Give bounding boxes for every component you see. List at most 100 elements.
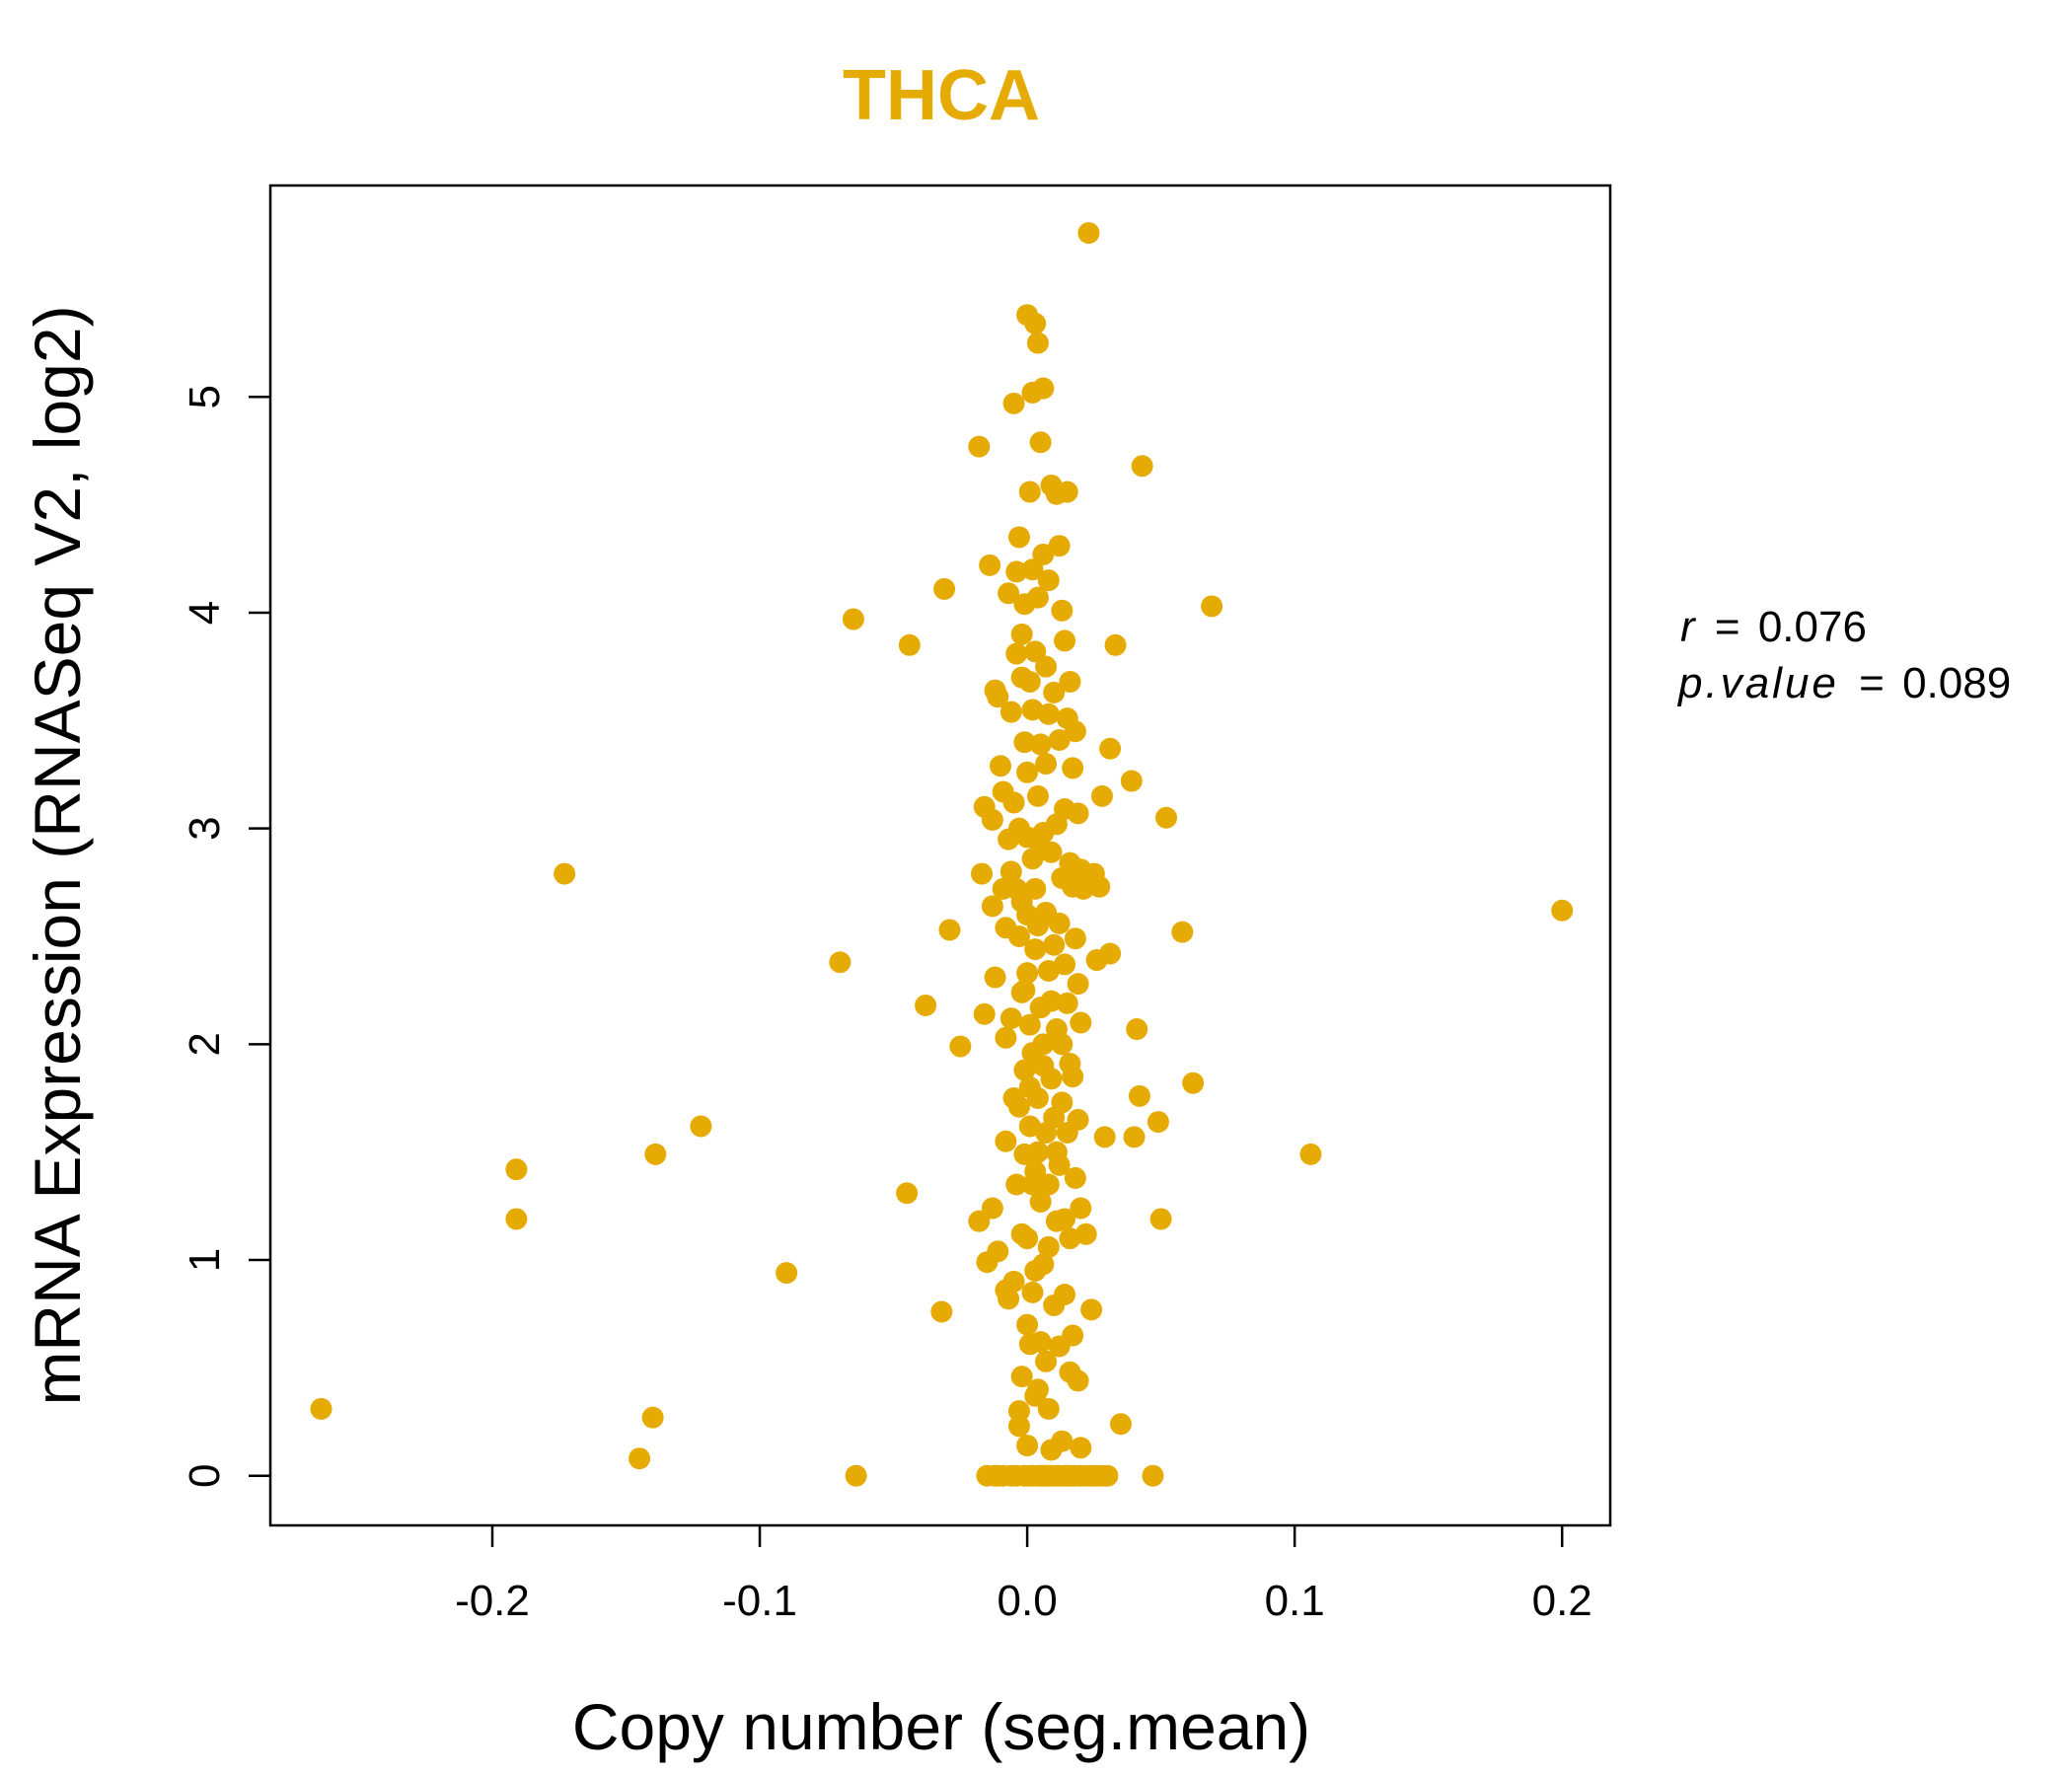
data-point xyxy=(1064,927,1086,950)
y-axis: 0 1 2 3 4 5 xyxy=(181,385,270,1488)
data-point xyxy=(776,1262,798,1285)
data-point xyxy=(1051,1033,1073,1056)
x-tick-label: 0.2 xyxy=(1532,1577,1592,1625)
data-point xyxy=(999,1464,1022,1487)
data-point xyxy=(1093,1126,1116,1148)
data-point xyxy=(1024,1259,1047,1282)
data-point xyxy=(1067,1369,1089,1392)
data-point xyxy=(933,577,956,600)
data-point xyxy=(1037,703,1060,725)
data-point xyxy=(1007,1095,1030,1118)
data-point xyxy=(1010,666,1033,689)
data-point xyxy=(896,1182,919,1205)
data-point xyxy=(1029,733,1052,756)
data-point xyxy=(1062,1066,1084,1088)
data-point xyxy=(310,1397,333,1420)
data-point xyxy=(1067,802,1089,825)
data-point xyxy=(1171,921,1194,943)
data-point xyxy=(1120,770,1143,792)
data-point xyxy=(1005,642,1028,665)
data-point xyxy=(505,1158,528,1181)
data-point xyxy=(1021,558,1044,581)
data-point xyxy=(984,966,1006,989)
data-point xyxy=(979,554,1001,576)
data-point xyxy=(629,1447,651,1470)
svg-text:p.value = 0.089: p.value = 0.089 xyxy=(1676,659,2011,707)
y-axis-label: mRNA Expression (RNASeq V2, log2) xyxy=(21,305,94,1405)
data-point xyxy=(1024,877,1047,900)
data-point xyxy=(1035,655,1058,678)
data-point xyxy=(1056,481,1078,503)
data-point xyxy=(1010,1366,1033,1388)
data-point xyxy=(1024,312,1047,334)
data-point xyxy=(984,1464,1006,1487)
data-point xyxy=(690,1115,712,1138)
data-point xyxy=(1016,1227,1039,1250)
r-value: 0.076 xyxy=(1758,603,1867,651)
data-point xyxy=(1037,569,1060,592)
data-point xyxy=(641,1406,664,1429)
data-point xyxy=(999,1007,1022,1030)
data-point xyxy=(1056,992,1078,1014)
y-tick-label: 2 xyxy=(181,1032,229,1056)
data-point xyxy=(1090,784,1113,807)
data-point xyxy=(1080,1298,1103,1321)
x-tick-label: 0.1 xyxy=(1265,1577,1325,1625)
data-point xyxy=(1054,629,1076,652)
data-point xyxy=(1064,1166,1086,1189)
data-point xyxy=(1026,784,1049,807)
data-point xyxy=(1099,737,1122,760)
data-point xyxy=(968,1210,991,1232)
data-point xyxy=(1013,979,1036,1001)
data-point xyxy=(1059,670,1081,693)
data-point xyxy=(1032,377,1055,400)
data-point xyxy=(1104,633,1127,656)
data-point xyxy=(644,1143,667,1165)
data-point xyxy=(1016,904,1039,926)
data-point xyxy=(1040,1068,1063,1090)
data-point xyxy=(989,755,1011,777)
data-point xyxy=(1054,1284,1076,1306)
data-point xyxy=(1026,332,1049,354)
data-point xyxy=(1088,875,1111,898)
data-point xyxy=(1147,1111,1169,1134)
data-point xyxy=(1005,1173,1028,1196)
data-point xyxy=(1043,681,1066,703)
data-point xyxy=(1029,431,1052,454)
data-point xyxy=(1035,1350,1058,1372)
svg-text:r = 0.076: r = 0.076 xyxy=(1680,603,1867,651)
data-point xyxy=(1026,1141,1049,1163)
data-point xyxy=(999,860,1022,883)
data-point xyxy=(1051,599,1073,622)
data-point xyxy=(1005,560,1028,583)
chart-title: THCA xyxy=(843,56,1040,135)
data-point xyxy=(973,1002,996,1025)
data-point xyxy=(998,1288,1020,1310)
data-point xyxy=(981,895,1003,918)
data-point xyxy=(1073,877,1095,900)
data-point xyxy=(995,1026,1017,1049)
data-point xyxy=(1099,942,1122,965)
data-point xyxy=(938,919,961,941)
data-point xyxy=(1070,1011,1092,1034)
data-point xyxy=(1026,1378,1049,1401)
y-tick-label: 4 xyxy=(181,601,229,625)
data-point xyxy=(1201,595,1223,618)
data-point xyxy=(1155,806,1178,829)
data-point xyxy=(1070,1437,1092,1459)
data-point xyxy=(1067,1108,1089,1131)
data-point xyxy=(987,1240,1009,1263)
p-equals: = xyxy=(1859,659,1885,707)
data-point xyxy=(1024,640,1047,663)
y-tick-label: 5 xyxy=(181,385,229,408)
data-point xyxy=(1299,1143,1322,1165)
data-point xyxy=(1026,586,1049,609)
data-point xyxy=(1126,1018,1148,1041)
data-point xyxy=(1018,1076,1041,1099)
data-point xyxy=(1021,1281,1044,1303)
data-point xyxy=(1007,1400,1030,1423)
data-point xyxy=(1032,543,1055,565)
data-points xyxy=(310,222,1574,1487)
data-point xyxy=(1048,535,1071,557)
